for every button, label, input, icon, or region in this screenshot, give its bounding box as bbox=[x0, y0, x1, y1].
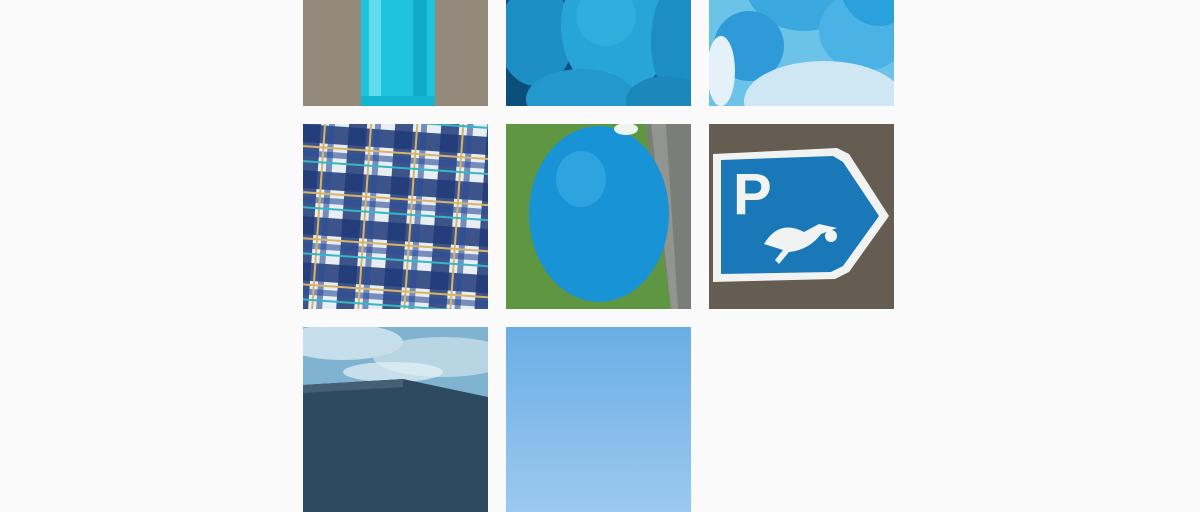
blue-hearts-image bbox=[506, 0, 691, 106]
post-blue-fluffy-hearts[interactable] bbox=[506, 0, 691, 106]
post-clear-blue-sky[interactable] bbox=[506, 327, 691, 512]
post-parking-sign-stork[interactable]: P bbox=[709, 124, 894, 309]
post-blue-balloon-on-grass[interactable] bbox=[506, 124, 691, 309]
turquoise-bottle-image bbox=[303, 0, 488, 106]
post-blue-plaid-blanket[interactable] bbox=[303, 124, 488, 309]
post-blue-balloons-cluster[interactable] bbox=[709, 0, 894, 106]
post-turquoise-bottle[interactable] bbox=[303, 0, 488, 106]
parking-sign-image: P bbox=[709, 124, 894, 309]
sign-letter-p: P bbox=[733, 162, 772, 227]
clear-sky-image bbox=[506, 327, 691, 512]
plaid-blanket-image bbox=[303, 124, 488, 309]
balloon-on-grass-image bbox=[506, 124, 691, 309]
post-cloudy-sky-building[interactable] bbox=[303, 327, 488, 512]
cloudy-sky-image bbox=[303, 327, 488, 512]
blue-balloons-image bbox=[709, 0, 894, 106]
